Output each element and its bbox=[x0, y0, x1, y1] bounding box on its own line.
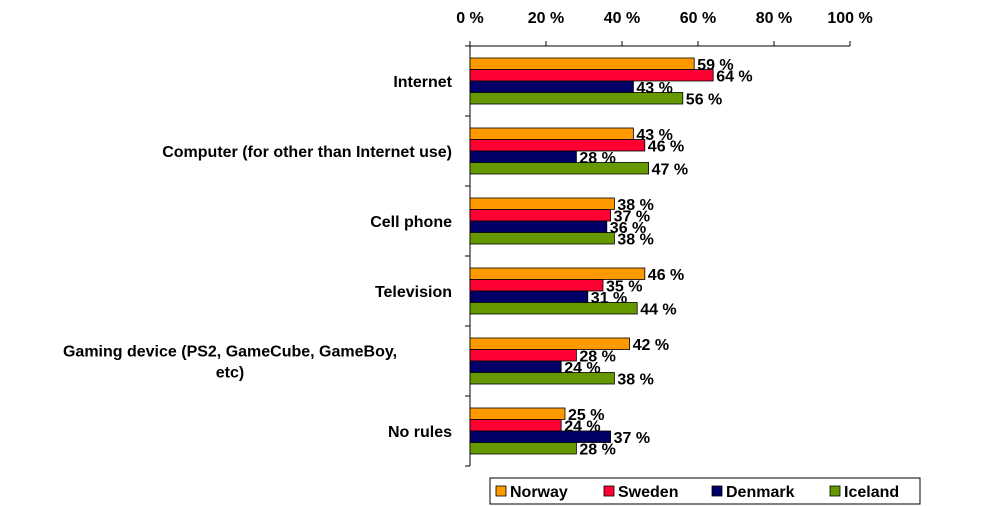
bar-sweden bbox=[469, 419, 562, 432]
legend-swatch bbox=[829, 485, 841, 497]
legend-label: Denmark bbox=[726, 484, 795, 501]
value-labels: 59 %64 %43 %56 %43 %46 %28 %47 %38 %37 %… bbox=[564, 57, 752, 459]
data-label: 28 % bbox=[579, 348, 615, 365]
bar-sweden bbox=[469, 279, 604, 292]
bar-sweden bbox=[469, 349, 577, 362]
bar-norway bbox=[469, 197, 615, 210]
data-label: 35 % bbox=[606, 278, 642, 295]
bar-iceland bbox=[469, 442, 577, 455]
bar-norway bbox=[469, 407, 566, 420]
bar-denmark bbox=[469, 80, 634, 93]
x-tick-label: 100 % bbox=[827, 10, 872, 27]
x-tick-label: 20 % bbox=[528, 10, 564, 27]
data-label: 28 % bbox=[579, 150, 615, 167]
data-label: 59 % bbox=[697, 57, 733, 74]
data-label: 24 % bbox=[564, 360, 600, 377]
legend-swatch bbox=[495, 485, 507, 497]
legend-box bbox=[489, 477, 921, 505]
x-tick-label: 40 % bbox=[604, 10, 640, 27]
bar-iceland bbox=[469, 162, 650, 175]
data-label: 43 % bbox=[636, 80, 672, 97]
data-label: 64 % bbox=[716, 68, 752, 85]
category-labels: Internet Computer (for other than Interne… bbox=[63, 74, 453, 441]
bar-sweden bbox=[469, 209, 612, 222]
data-label: 37 % bbox=[614, 430, 650, 447]
data-label: 46 % bbox=[648, 138, 684, 155]
category-label: No rules bbox=[388, 424, 452, 441]
legend-label: Norway bbox=[510, 484, 568, 501]
data-label: 31 % bbox=[591, 290, 627, 307]
bar-denmark bbox=[469, 290, 589, 303]
bar-denmark bbox=[469, 220, 608, 233]
x-tick-label: 60 % bbox=[680, 10, 716, 27]
data-label: 38 % bbox=[617, 231, 653, 248]
data-label: 24 % bbox=[564, 418, 600, 435]
bar-iceland bbox=[469, 302, 638, 315]
category-label: Computer (for other than Internet use) bbox=[162, 144, 452, 161]
data-label: 36 % bbox=[610, 220, 646, 237]
legend-label: Iceland bbox=[844, 484, 899, 501]
data-label: 38 % bbox=[617, 371, 653, 388]
category-label: Internet bbox=[393, 74, 452, 91]
data-label: 42 % bbox=[633, 337, 669, 354]
category-label: Television bbox=[375, 284, 452, 301]
bar-norway bbox=[469, 127, 634, 140]
category-label: Cell phone bbox=[370, 214, 452, 231]
legend: Norway Sweden Denmark Iceland bbox=[489, 477, 921, 505]
bar-norway bbox=[469, 57, 695, 70]
legend-swatch bbox=[603, 485, 615, 497]
x-tick-label: 80 % bbox=[756, 10, 792, 27]
axes: 0 % 20 % 40 % 60 % 80 % 100 % bbox=[456, 10, 873, 467]
bar-iceland bbox=[469, 92, 684, 105]
data-label: 43 % bbox=[636, 127, 672, 144]
bar-denmark bbox=[469, 360, 562, 373]
bar-sweden bbox=[469, 139, 646, 152]
category-label: Gaming device (PS2, GameCube, GameBoy, et… bbox=[63, 344, 397, 382]
data-label: 44 % bbox=[640, 301, 676, 318]
data-label: 38 % bbox=[617, 197, 653, 214]
bar-iceland bbox=[469, 232, 615, 245]
data-label: 56 % bbox=[686, 91, 722, 108]
bars bbox=[469, 57, 714, 455]
x-tick-label: 0 % bbox=[456, 10, 484, 27]
data-label: 28 % bbox=[579, 441, 615, 458]
bar-iceland bbox=[469, 372, 615, 385]
legend-swatch bbox=[711, 485, 723, 497]
data-label: 25 % bbox=[568, 407, 604, 424]
data-label: 37 % bbox=[614, 208, 650, 225]
bar-denmark bbox=[469, 150, 577, 163]
legend-label: Sweden bbox=[618, 484, 678, 501]
data-label: 46 % bbox=[648, 267, 684, 284]
data-label: 47 % bbox=[652, 161, 688, 178]
bar-sweden bbox=[469, 69, 714, 82]
